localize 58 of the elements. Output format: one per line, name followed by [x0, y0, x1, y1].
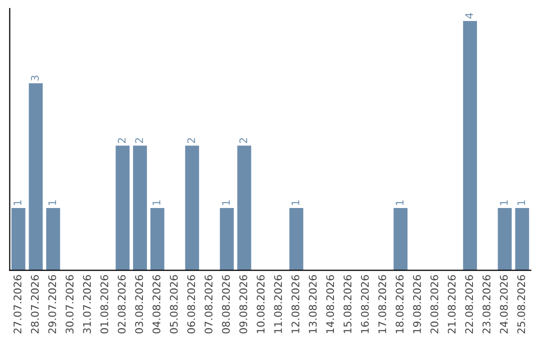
x-tick-label: 30.07.2026: [66, 275, 74, 334]
bar: [116, 146, 130, 270]
x-tick-label: 27.07.2026: [14, 275, 22, 334]
x-tick-label: 21.08.2026: [448, 275, 456, 334]
bar: [220, 208, 234, 270]
x-tick-label: 15.08.2026: [344, 275, 352, 333]
x-tick-label: 16.08.2026: [360, 275, 369, 333]
x-tick-label: 11.08.2026: [274, 275, 282, 333]
x-tick-label: 24.08.2026: [500, 275, 508, 334]
x-tick-label: 12.08.2026: [291, 275, 300, 333]
bar: [150, 208, 164, 270]
x-tick-label: 13.08.2026: [308, 275, 317, 333]
x-tick-label: 31.07.2026: [83, 275, 91, 334]
data-label: 3: [30, 76, 39, 81]
data-label: 2: [135, 138, 143, 143]
x-tick-label: 04.08.2026: [152, 275, 160, 334]
bar: [289, 208, 304, 270]
bar: [46, 208, 60, 270]
x-tick-label: 10.08.2026: [256, 275, 265, 333]
data-label: 1: [14, 200, 22, 205]
x-tick-label: 02.08.2026: [118, 275, 126, 334]
bar: [185, 146, 200, 270]
x-tick-label: 07.08.2026: [204, 275, 212, 334]
bar: [463, 20, 477, 270]
bar: [28, 83, 43, 270]
x-tick-label: 25.08.2026: [517, 275, 526, 334]
data-label: 2: [239, 138, 248, 143]
bar: [237, 146, 252, 270]
bar: [11, 208, 26, 270]
x-tick-label: 03.08.2026: [135, 275, 144, 334]
data-label: 1: [292, 200, 300, 205]
x-tick-label: 20.08.2026: [430, 275, 438, 334]
x-tick-label: 17.08.2026: [378, 275, 386, 333]
data-label: 4: [465, 13, 473, 19]
data-label: 1: [396, 200, 404, 205]
data-label: 1: [500, 200, 508, 205]
x-tick-label: 01.08.2026: [100, 275, 108, 334]
x-tick-label: 14.08.2026: [326, 275, 334, 333]
x-tick-label: 08.08.2026: [222, 275, 230, 334]
x-tick-label: 23.08.2026: [482, 275, 490, 334]
x-tick-label: 28.07.2026: [30, 275, 39, 334]
bar: [498, 208, 512, 270]
bar: [515, 208, 530, 270]
x-tick-label: 29.07.2026: [48, 275, 56, 334]
data-label: 1: [152, 200, 160, 205]
x-tick-label: 22.08.2026: [465, 275, 474, 334]
bar: [394, 208, 408, 270]
x-tick-label: 18.08.2026: [396, 275, 404, 333]
data-label: 2: [118, 138, 126, 143]
bar: [133, 146, 147, 270]
data-label: 2: [187, 138, 195, 143]
x-tick-label: 09.08.2026: [239, 275, 248, 334]
x-tick-label: 06.08.2026: [187, 275, 196, 334]
x-tick-label: 05.08.2026: [170, 275, 178, 334]
data-label: 1: [48, 200, 56, 205]
data-label: 1: [222, 200, 230, 205]
data-label: 1: [517, 200, 526, 205]
x-tick-label: 19.08.2026: [413, 275, 421, 333]
